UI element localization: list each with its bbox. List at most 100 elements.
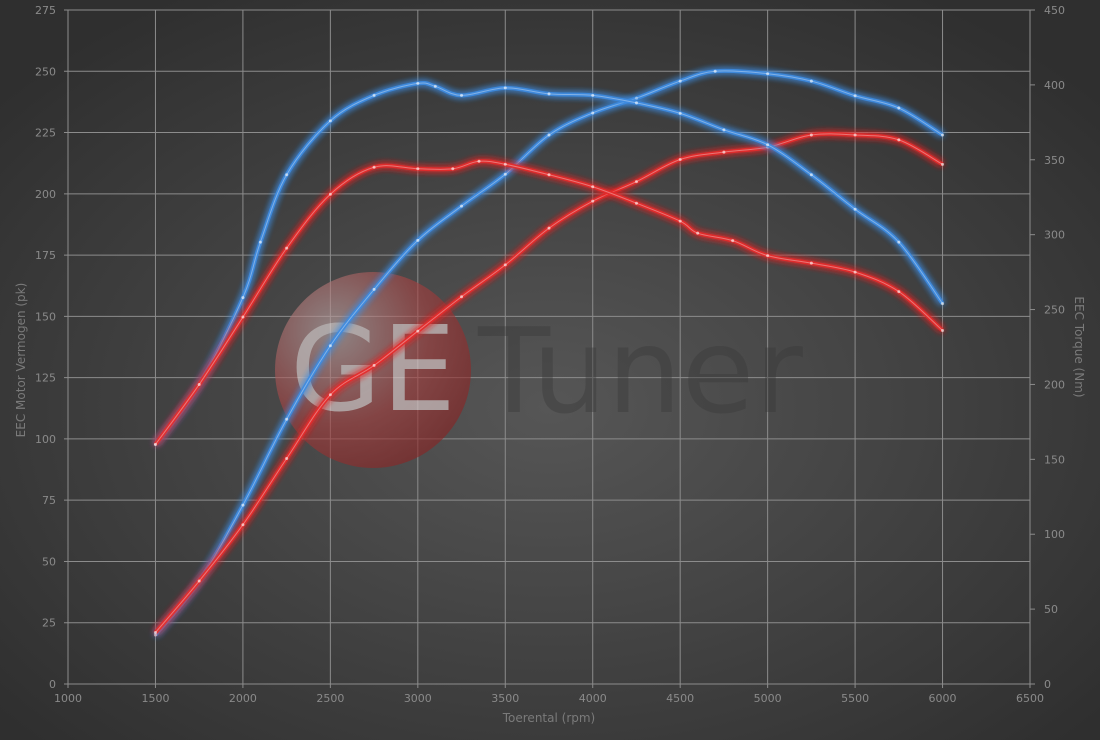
- data-point: [416, 81, 420, 85]
- y-tick-label: 200: [35, 188, 56, 201]
- data-point: [285, 417, 289, 421]
- data-point: [328, 344, 332, 348]
- data-point: [634, 96, 638, 100]
- data-point: [591, 199, 595, 203]
- y-axis-label: EEC Motor Vermogen (pk): [14, 283, 28, 438]
- data-point: [372, 93, 376, 97]
- data-point: [241, 296, 245, 300]
- data-point: [678, 158, 682, 162]
- y2-tick-label: 0: [1044, 678, 1051, 691]
- y-tick-label: 25: [42, 617, 56, 630]
- x-tick-label: 6500: [1016, 692, 1044, 705]
- data-point: [503, 162, 507, 166]
- data-point: [722, 150, 726, 154]
- data-point: [766, 72, 770, 76]
- data-point: [460, 295, 464, 299]
- data-point: [197, 382, 201, 386]
- y-tick-label: 150: [35, 310, 56, 323]
- y-tick-label: 275: [35, 4, 56, 17]
- data-point: [460, 93, 464, 97]
- data-point: [547, 133, 551, 137]
- data-point: [460, 204, 464, 208]
- data-point: [766, 254, 770, 258]
- data-point: [328, 192, 332, 196]
- data-point: [897, 106, 901, 110]
- series-line: [153, 80, 945, 446]
- y2-axis-label: EEC Torque (Nm): [1072, 296, 1086, 397]
- data-point: [372, 165, 376, 169]
- data-point: [153, 633, 157, 637]
- data-point: [731, 239, 735, 243]
- data-point: [678, 79, 682, 83]
- data-point: [285, 246, 289, 250]
- series-power-stock: [153, 131, 945, 635]
- data-point: [591, 111, 595, 115]
- x-tick-label: 4500: [666, 692, 694, 705]
- data-point: [897, 138, 901, 142]
- y2-tick-label: 50: [1044, 603, 1058, 616]
- data-point: [503, 86, 507, 90]
- x-tick-label: 2000: [229, 692, 257, 705]
- y2-tick-label: 150: [1044, 453, 1065, 466]
- data-point: [547, 92, 551, 96]
- watermark-logo: GE Tuner: [275, 272, 803, 468]
- x-axis-label: Toerental (rpm): [502, 711, 595, 725]
- grid: [64, 9, 1035, 688]
- data-point: [328, 393, 332, 397]
- x-tick-label: 2500: [316, 692, 344, 705]
- series-torque-tuned: [153, 80, 945, 446]
- x-tick-label: 6000: [929, 692, 957, 705]
- data-point: [241, 315, 245, 319]
- data-point: [696, 231, 700, 235]
- data-point: [634, 201, 638, 205]
- data-point: [591, 185, 595, 189]
- data-point: [372, 287, 376, 291]
- data-point: [809, 133, 813, 137]
- y-tick-label: 250: [35, 65, 56, 78]
- data-point: [591, 93, 595, 97]
- y2-tick-label: 300: [1044, 229, 1065, 242]
- data-point: [285, 173, 289, 177]
- data-point: [416, 238, 420, 242]
- data-point: [722, 128, 726, 132]
- data-point: [372, 363, 376, 367]
- x-tick-label: 4000: [579, 692, 607, 705]
- data-point: [503, 263, 507, 267]
- x-tick-label: 3000: [404, 692, 432, 705]
- y-tick-label: 75: [42, 494, 56, 507]
- series-line-highlight: [155, 70, 943, 636]
- data-point: [897, 240, 901, 244]
- y2-tick-label: 400: [1044, 79, 1065, 92]
- data-point: [285, 457, 289, 461]
- data-point: [809, 173, 813, 177]
- data-point: [477, 159, 481, 163]
- data-point: [634, 180, 638, 184]
- x-tick-label: 5500: [841, 692, 869, 705]
- data-point: [197, 579, 201, 583]
- data-point: [853, 133, 857, 137]
- data-point: [547, 173, 551, 177]
- y-tick-label: 175: [35, 249, 56, 262]
- data-point: [941, 162, 945, 166]
- data-point: [241, 523, 245, 527]
- svg-text:Tuner: Tuner: [477, 302, 803, 440]
- y-tick-label: 100: [35, 433, 56, 446]
- y2-tick-label: 250: [1044, 304, 1065, 317]
- data-point: [941, 329, 945, 333]
- data-point: [328, 119, 332, 123]
- data-point: [766, 143, 770, 147]
- x-tick-label: 1500: [141, 692, 169, 705]
- x-tick-label: 5000: [754, 692, 782, 705]
- data-point: [241, 503, 245, 507]
- data-point: [941, 133, 945, 137]
- data-point: [153, 631, 157, 635]
- y2-tick-label: 200: [1044, 378, 1065, 391]
- data-point: [153, 442, 157, 446]
- series-line-highlight: [155, 82, 943, 445]
- data-point: [941, 302, 945, 306]
- series-line: [153, 68, 944, 637]
- y2-tick-label: 350: [1044, 154, 1065, 167]
- data-point: [416, 167, 420, 171]
